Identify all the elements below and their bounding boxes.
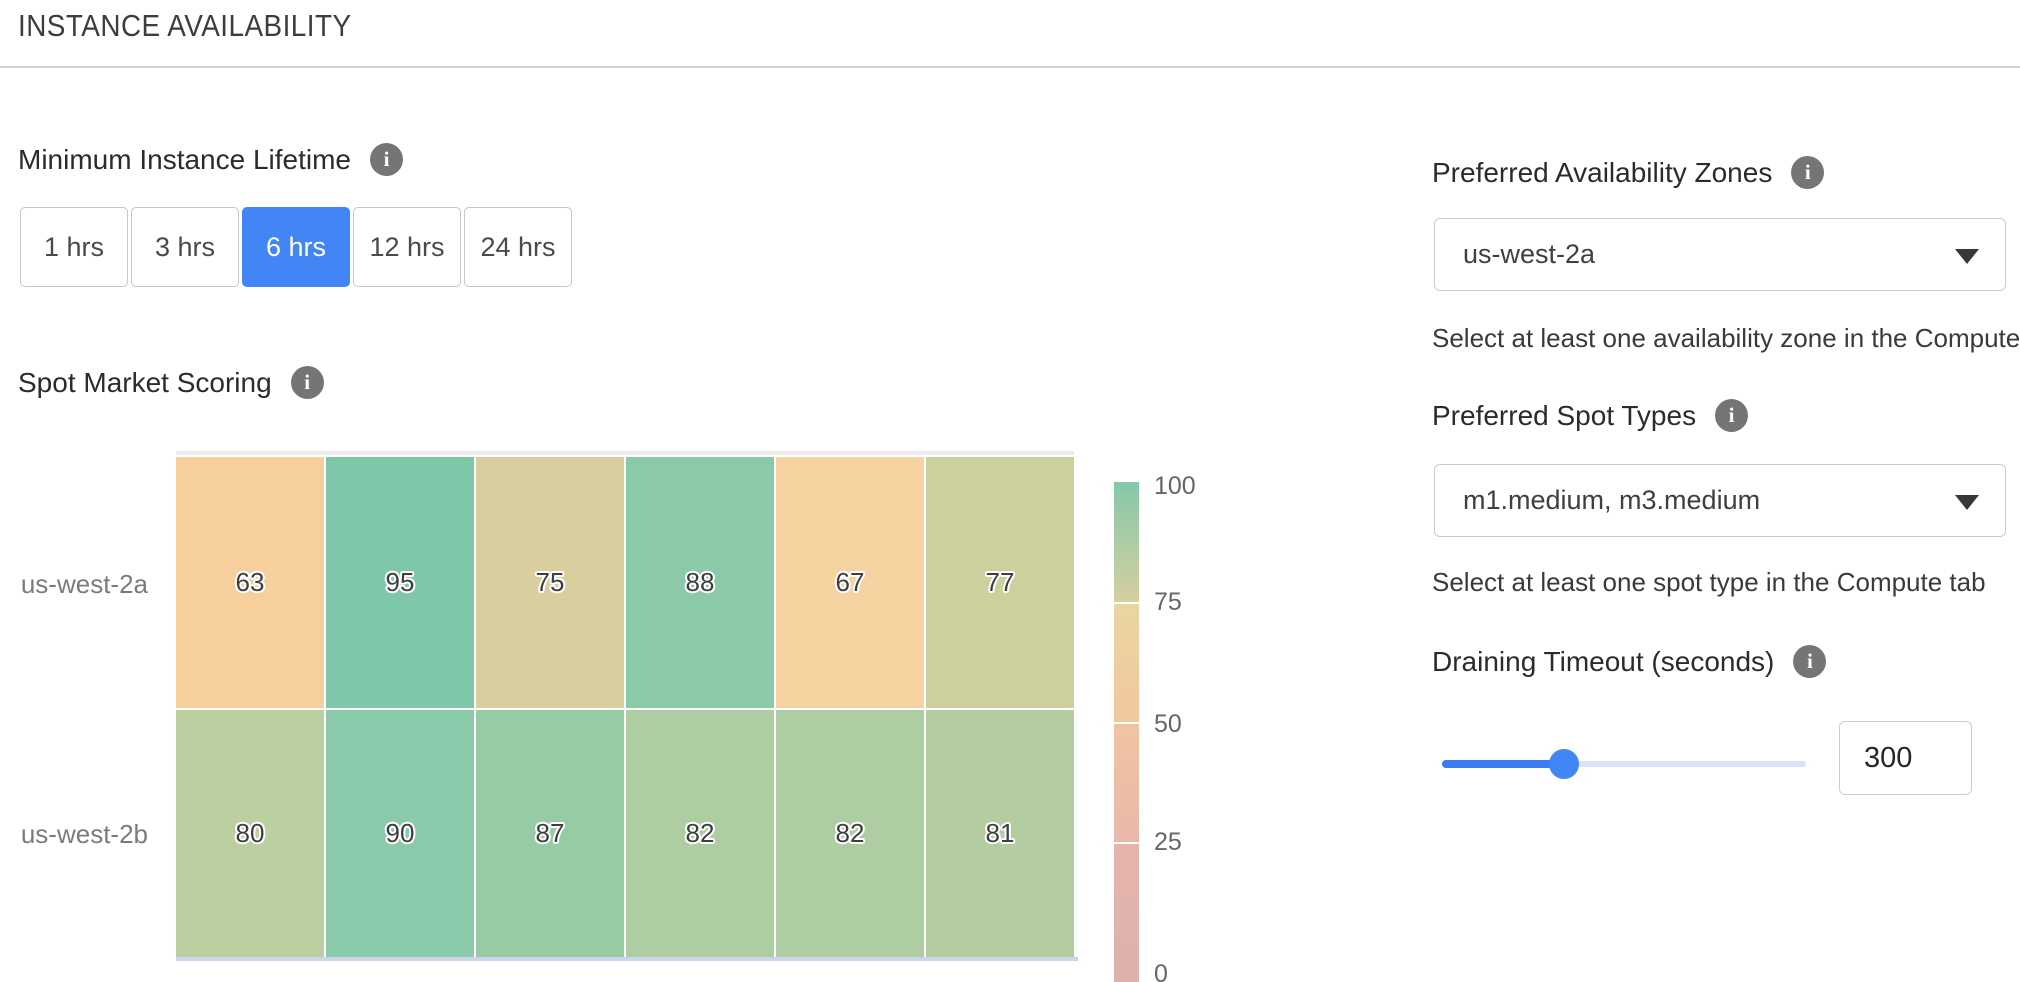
minimum-instance-lifetime-label-row: Minimum Instance Lifetime i	[18, 143, 404, 176]
spot-types-helper-text: Select at least one spot type in the Com…	[1432, 567, 1986, 597]
heatmap-cell-value: 77	[985, 567, 1015, 597]
heatmap-cell-value: 82	[685, 818, 715, 848]
preferred-availability-zones-label-row: Preferred Availability Zones i	[1432, 156, 1825, 189]
colorbar-tick-75: 75	[1154, 588, 1182, 616]
header-divider	[0, 66, 2020, 68]
draining-timeout-label-row: Draining Timeout (seconds) i	[1432, 645, 1827, 678]
draining-timeout-slider[interactable]	[1442, 749, 1806, 779]
heatmap-cell-us-west-2a-col2[interactable]: 95	[326, 457, 474, 708]
colorbar-segment-50-25	[1114, 724, 1139, 842]
heatmap-cell-us-west-2b-col1[interactable]: 80	[176, 710, 324, 957]
availability-zones-helper-text: Select at least one availability zone in…	[1432, 323, 2020, 353]
minimum-instance-lifetime-label: Minimum Instance Lifetime	[18, 143, 352, 175]
colorbar-tick-100: 100	[1154, 472, 1196, 500]
heatmap-cell-value: 82	[835, 818, 865, 848]
draining-timeout-value: 300	[1864, 741, 1913, 774]
heatmap-cell-value: 75	[535, 567, 565, 597]
info-icon[interactable]: i	[1715, 399, 1749, 432]
heatmap-cell-us-west-2b-col4[interactable]: 82	[626, 710, 774, 957]
spot-types-dropdown-value: m1.medium, m3.medium	[1463, 485, 1761, 515]
lifetime-option-24hrs[interactable]: 24 hrs	[464, 207, 572, 287]
heatmap-cell-value: 87	[535, 818, 565, 848]
heatmap-row-label-us-west-2a: us-west-2a	[20, 569, 148, 599]
lifetime-option-12hrs[interactable]: 12 hrs	[353, 207, 461, 287]
colorbar-segment-75-50	[1114, 604, 1139, 722]
heatmap-cell-us-west-2a-col4[interactable]: 88	[626, 457, 774, 708]
heatmap-cell-us-west-2a-col3[interactable]: 75	[476, 457, 624, 708]
draining-timeout-input[interactable]: 300	[1839, 721, 1972, 795]
draining-timeout-label: Draining Timeout (seconds)	[1432, 645, 1775, 677]
heatmap-cell-value: 80	[235, 818, 265, 848]
heatmap-cell-value: 67	[835, 567, 865, 597]
heatmap-cell-us-west-2a-col6[interactable]: 77	[926, 457, 1074, 708]
page-title: INSTANCE AVAILABILITY	[18, 8, 352, 43]
spot-types-dropdown[interactable]: m1.medium, m3.medium	[1434, 464, 2006, 537]
heatmap-cell-us-west-2b-col6[interactable]: 81	[926, 710, 1074, 957]
colorbar-tick-50: 50	[1154, 710, 1182, 738]
lifetime-option-1hrs[interactable]: 1 hrs	[20, 207, 128, 287]
colorbar-tick-25: 25	[1154, 828, 1182, 856]
info-icon[interactable]: i	[1793, 645, 1827, 678]
lifetime-option-6hrs[interactable]: 6 hrs	[242, 207, 350, 287]
availability-zones-dropdown-value: us-west-2a	[1463, 239, 1596, 269]
heatmap-row-label-us-west-2b: us-west-2b	[20, 819, 148, 849]
heatmap-cell-us-west-2b-col3[interactable]: 87	[476, 710, 624, 957]
heatmap-cell-us-west-2b-col2[interactable]: 90	[326, 710, 474, 957]
heatmap-cell-value: 95	[385, 567, 415, 597]
heatmap-cell-value: 88	[685, 567, 715, 597]
heatmap-cell-value: 63	[235, 567, 265, 597]
chevron-down-icon	[1955, 494, 1979, 510]
colorbar	[1114, 482, 1139, 982]
slider-fill	[1442, 760, 1564, 768]
spot-market-scoring-label-row: Spot Market Scoring i	[18, 366, 324, 399]
availability-zones-dropdown[interactable]: us-west-2a	[1434, 218, 2006, 291]
preferred-availability-zones-label: Preferred Availability Zones	[1432, 156, 1773, 188]
info-icon[interactable]: i	[1791, 156, 1825, 189]
chevron-down-icon	[1955, 248, 1979, 264]
heatmap-cell-value: 81	[985, 818, 1015, 848]
colorbar-tick-0: 0	[1154, 960, 1168, 982]
colorbar-segment-100-75	[1114, 482, 1139, 602]
preferred-spot-types-label-row: Preferred Spot Types i	[1432, 399, 1749, 432]
info-icon[interactable]: i	[370, 143, 404, 176]
heatmap-cell-us-west-2a-col5[interactable]: 67	[776, 457, 924, 708]
heatmap-cell-us-west-2a-col1[interactable]: 63	[176, 457, 324, 708]
spot-market-heatmap: 63 95 75 88 67 77 80 90 87 82 82 81	[176, 457, 1074, 957]
lifetime-option-3hrs[interactable]: 3 hrs	[131, 207, 239, 287]
lifetime-button-group: 1 hrs 3 hrs 6 hrs 12 hrs 24 hrs	[20, 207, 572, 287]
slider-track[interactable]	[1442, 761, 1806, 767]
colorbar-segment-25-0	[1114, 844, 1139, 982]
heatmap-cell-us-west-2b-col5[interactable]: 82	[776, 710, 924, 957]
slider-thumb[interactable]	[1548, 749, 1579, 779]
heatmap-cell-value: 90	[385, 818, 415, 848]
heatmap-baseline	[176, 957, 1078, 961]
heatmap-top-rule	[176, 451, 1074, 455]
preferred-spot-types-label: Preferred Spot Types	[1432, 399, 1697, 431]
info-icon[interactable]: i	[290, 366, 324, 399]
spot-market-scoring-label: Spot Market Scoring	[18, 366, 272, 398]
